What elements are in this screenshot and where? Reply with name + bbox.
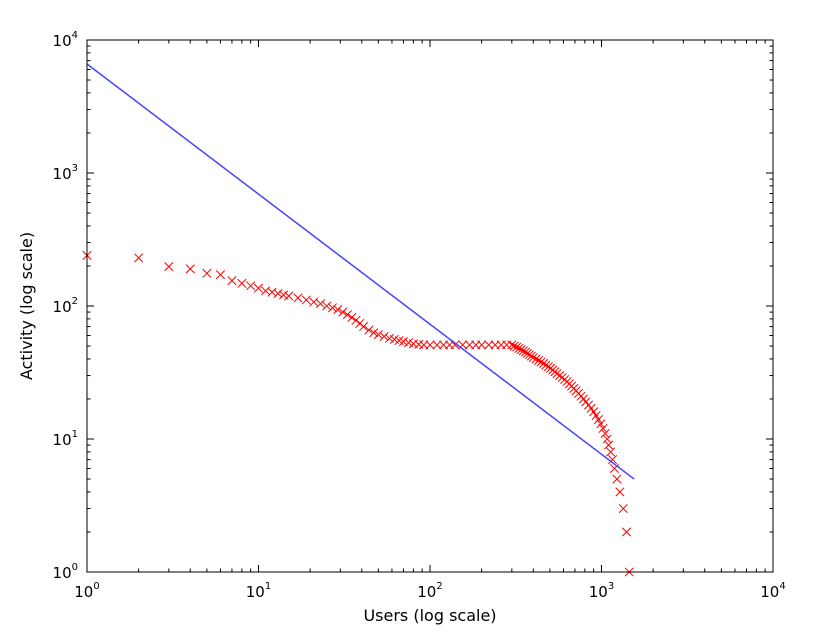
scatter-point xyxy=(322,301,332,311)
y-tick-exponent: 0 xyxy=(72,562,78,573)
scatter-point xyxy=(134,253,144,263)
scatter-point xyxy=(253,283,264,293)
x-tick-exponent: 4 xyxy=(779,581,785,592)
scatter-point xyxy=(598,423,608,434)
x-tick-label: 102 xyxy=(417,581,442,601)
scatter-point xyxy=(284,291,294,301)
scatter-point xyxy=(507,340,517,350)
x-tick-label: 100 xyxy=(74,581,99,601)
y-tick-label: 101 xyxy=(53,429,78,449)
scatter-point xyxy=(333,305,343,315)
scatter-point xyxy=(185,264,195,274)
scatter-point xyxy=(604,440,614,450)
y-tick-exponent: 1 xyxy=(72,429,78,440)
scatter-point xyxy=(509,341,519,351)
y-tick-exponent: 4 xyxy=(72,30,78,41)
y-tick-base: 10 xyxy=(53,32,72,50)
x-tick-base: 10 xyxy=(417,583,436,601)
y-tick-label: 103 xyxy=(53,163,78,183)
scatter-point xyxy=(342,310,352,320)
y-tick-exponent: 2 xyxy=(72,296,78,307)
x-tick-label: 103 xyxy=(589,581,614,601)
scatter-point xyxy=(373,329,383,340)
scatter-point xyxy=(364,325,374,335)
y-tick-base: 10 xyxy=(53,298,72,316)
y-tick-base: 10 xyxy=(53,165,72,183)
x-tick-base: 10 xyxy=(760,583,779,601)
scatter-point xyxy=(215,270,226,280)
scatter-point xyxy=(484,340,494,350)
scatter-point xyxy=(520,347,530,357)
plot-area xyxy=(87,40,773,572)
scatter-point xyxy=(301,295,311,305)
scatter-point xyxy=(602,434,612,444)
data-layer xyxy=(82,63,635,577)
x-tick-exponent: 2 xyxy=(436,581,442,592)
scatter-point xyxy=(338,307,348,317)
scatter-point xyxy=(612,474,622,484)
y-tick-base: 10 xyxy=(53,431,72,449)
scatter-point xyxy=(608,455,618,465)
scatter-point xyxy=(351,315,361,325)
scatter-point xyxy=(273,289,283,299)
scatter-point xyxy=(600,428,610,439)
x-tick-exponent: 0 xyxy=(93,581,99,592)
scatter-point xyxy=(528,352,538,363)
y-tick-base: 10 xyxy=(53,564,72,582)
scatter-point xyxy=(477,340,487,350)
scatter-point xyxy=(606,447,616,457)
scatter-point xyxy=(315,299,326,309)
scatter-point xyxy=(293,293,303,303)
x-tick-exponent: 1 xyxy=(265,581,271,592)
y-axis-label: Activity (log scale) xyxy=(17,232,36,380)
scatter-point xyxy=(531,354,541,364)
x-tick-base: 10 xyxy=(246,583,265,601)
scatter-point xyxy=(518,346,528,356)
scatter-point xyxy=(591,411,601,421)
x-tick-base: 10 xyxy=(74,583,93,601)
scatter-point xyxy=(327,303,338,313)
scatter-point xyxy=(347,312,357,323)
scatter-point xyxy=(309,297,319,307)
scatter-point xyxy=(267,287,277,297)
scatter-point xyxy=(359,322,369,332)
scatter-point xyxy=(615,487,625,497)
scatter-point xyxy=(246,281,256,291)
fit-line xyxy=(86,63,635,480)
x-tick-base: 10 xyxy=(589,583,608,601)
scatter-point xyxy=(534,355,544,365)
scatter-point xyxy=(512,342,522,352)
scatter-point xyxy=(596,419,606,429)
scatter-point xyxy=(552,369,562,379)
y-tick-label: 100 xyxy=(53,562,78,582)
y-tick-label: 104 xyxy=(53,30,78,50)
scatter-point xyxy=(432,340,442,350)
scatter-point xyxy=(450,340,460,350)
scatter-point xyxy=(593,415,604,425)
scatter-point xyxy=(618,503,628,514)
scatter-point xyxy=(514,343,524,353)
scatter-point xyxy=(227,276,237,286)
x-tick-label: 101 xyxy=(246,581,271,601)
scatter-point xyxy=(539,358,549,368)
x-tick-label: 104 xyxy=(760,581,785,601)
scatter-point xyxy=(164,261,174,272)
x-axis-label: Users (log scale) xyxy=(363,606,496,625)
scatter-point xyxy=(425,340,435,350)
scatter-point xyxy=(622,527,632,537)
y-tick-exponent: 3 xyxy=(72,163,78,174)
scatter-point xyxy=(369,328,379,338)
scatter-point xyxy=(202,268,212,278)
scatter-point xyxy=(379,331,389,342)
plot-frame xyxy=(86,39,774,573)
scatter-point xyxy=(516,345,526,355)
scatter-point xyxy=(536,357,546,367)
x-tick-exponent: 3 xyxy=(608,581,614,592)
scatter-point xyxy=(237,278,247,288)
scatter-series xyxy=(82,250,634,577)
y-tick-label: 102 xyxy=(53,296,78,316)
